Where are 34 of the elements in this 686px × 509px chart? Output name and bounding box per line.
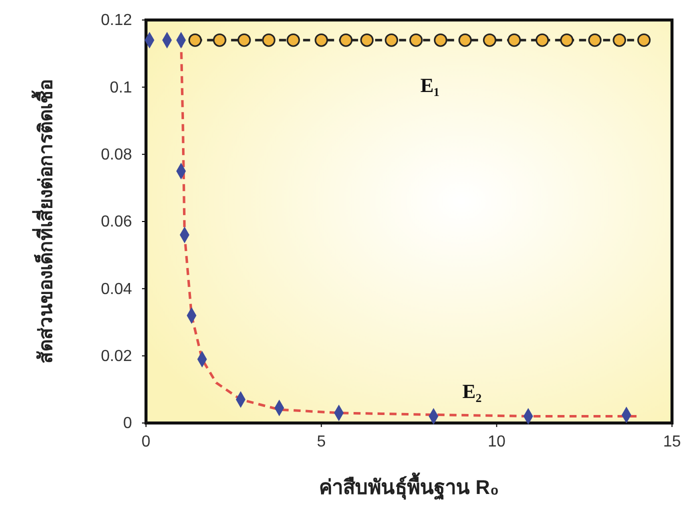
point: [339, 33, 353, 47]
point: [212, 33, 226, 47]
x-tick-label: 10: [488, 433, 506, 450]
point: [360, 33, 374, 47]
x-axis-title: ค่าสืบพันธุ์พื้นฐาน R₀: [318, 472, 500, 501]
point: [434, 33, 448, 47]
x-tick-label: 15: [663, 433, 681, 450]
point: [314, 33, 328, 47]
y-tick-label: 0.08: [100, 146, 132, 164]
annotation: E₁: [420, 75, 440, 97]
y-tick-label: 0.06: [100, 214, 132, 231]
x-tick-label: 0: [142, 433, 151, 450]
annotation: E₂: [462, 381, 482, 403]
y-tick-label: 0.12: [100, 12, 132, 30]
point: [560, 33, 574, 47]
y-tick-label: 0: [123, 415, 132, 432]
point: [409, 33, 423, 47]
point: [536, 33, 549, 47]
point: [482, 33, 496, 47]
point: [588, 33, 602, 47]
point: [262, 33, 276, 47]
point: [612, 33, 626, 47]
y-tick-label: 0.1: [110, 79, 132, 96]
point: [384, 33, 398, 47]
y-axis-title: สัดส่วนของเด็กที่เสี่ยงต่อการติดเชื้อ: [31, 80, 57, 364]
point: [508, 33, 521, 47]
y-tick-label: 0.02: [100, 348, 132, 365]
point: [637, 33, 651, 47]
point: [188, 33, 202, 47]
point: [458, 33, 472, 47]
x-tick-label: 5: [316, 433, 326, 450]
point: [238, 33, 251, 47]
point: [286, 33, 300, 47]
y-tick-label: 0.04: [100, 280, 132, 298]
